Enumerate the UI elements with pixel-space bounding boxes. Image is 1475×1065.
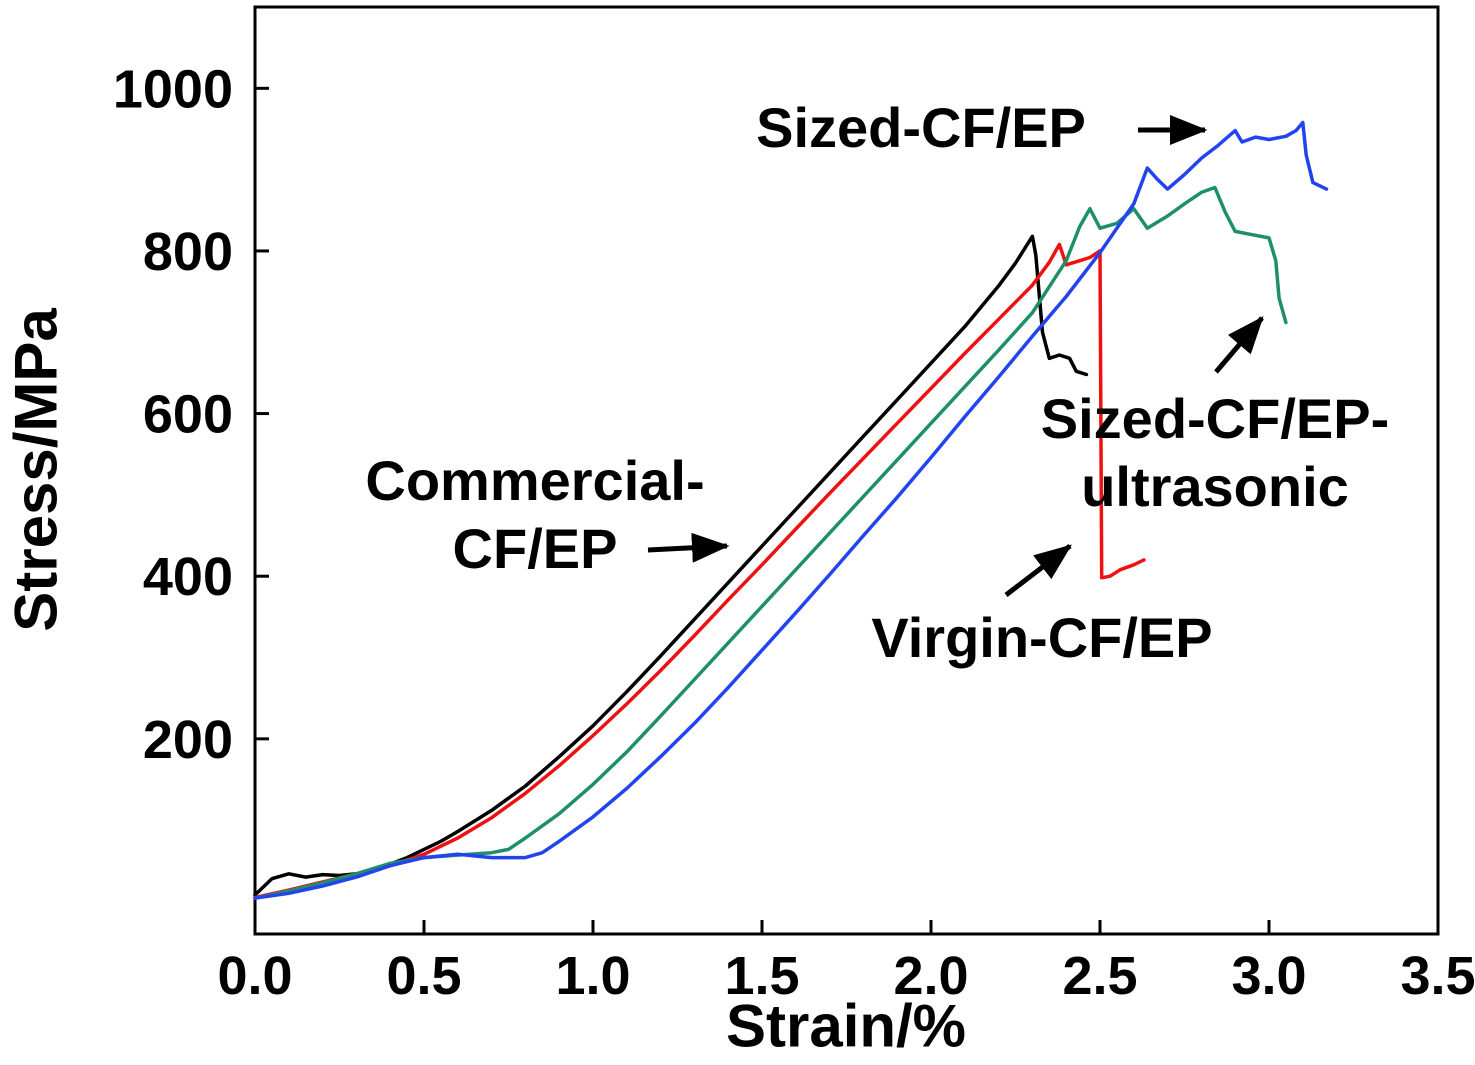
annotation-text: Virgin-CF/EP — [871, 606, 1213, 669]
annotation-text: ultrasonic — [1081, 455, 1349, 518]
x-tick-label: 3.5 — [1400, 946, 1475, 1006]
y-tick-label: 200 — [143, 710, 233, 770]
x-tick-label: 2.5 — [1062, 946, 1137, 1006]
x-tick-label: 1.5 — [724, 946, 799, 1006]
annotation-text: Commercial- — [365, 449, 705, 512]
x-tick-label: 0.5 — [386, 946, 461, 1006]
x-tick-label: 1.0 — [555, 946, 630, 1006]
annotation-text: Sized-CF/EP- — [1040, 387, 1390, 450]
annotation-sized-cf-ep-ultrasonic: Sized-CF/EP- ultrasonic — [1041, 385, 1389, 521]
series-sized-cf-ep-ultrasonic — [253, 185, 1288, 900]
plot-frame — [253, 5, 1440, 936]
annotation-arrow-virgin-cf-ep — [1004, 544, 1072, 597]
series-virgin-cf-ep — [253, 242, 1146, 900]
y-tick-label: 1000 — [113, 59, 233, 119]
annotation-text: Sized-CF/EP — [756, 96, 1086, 159]
series-sized-cf-ep — [253, 120, 1329, 900]
annotation-sized-cf-ep: Sized-CF/EP — [756, 94, 1086, 162]
annotation-commercial-cf-ep: Commercial- CF/EP — [365, 447, 704, 583]
annotation-text: CF/EP — [452, 517, 618, 580]
x-tick-label: 3.0 — [1231, 946, 1306, 1006]
x-tick-label: 0.0 — [217, 946, 292, 1006]
y-tick-label: 400 — [143, 547, 233, 607]
x-tick-label: 2.0 — [893, 946, 968, 1006]
y-tick-label: 800 — [143, 222, 233, 282]
annotation-arrow-commercial-cf-ep — [647, 532, 730, 563]
y-axis-title: Stress/MPa — [2, 308, 70, 632]
annotation-arrow-sized-cf-ep-ultrasonic — [1214, 316, 1264, 374]
x-axis-title: Strain/% — [725, 992, 967, 1060]
y-tick-label: 600 — [143, 385, 233, 445]
annotation-virgin-cf-ep: Virgin-CF/EP — [871, 604, 1212, 672]
